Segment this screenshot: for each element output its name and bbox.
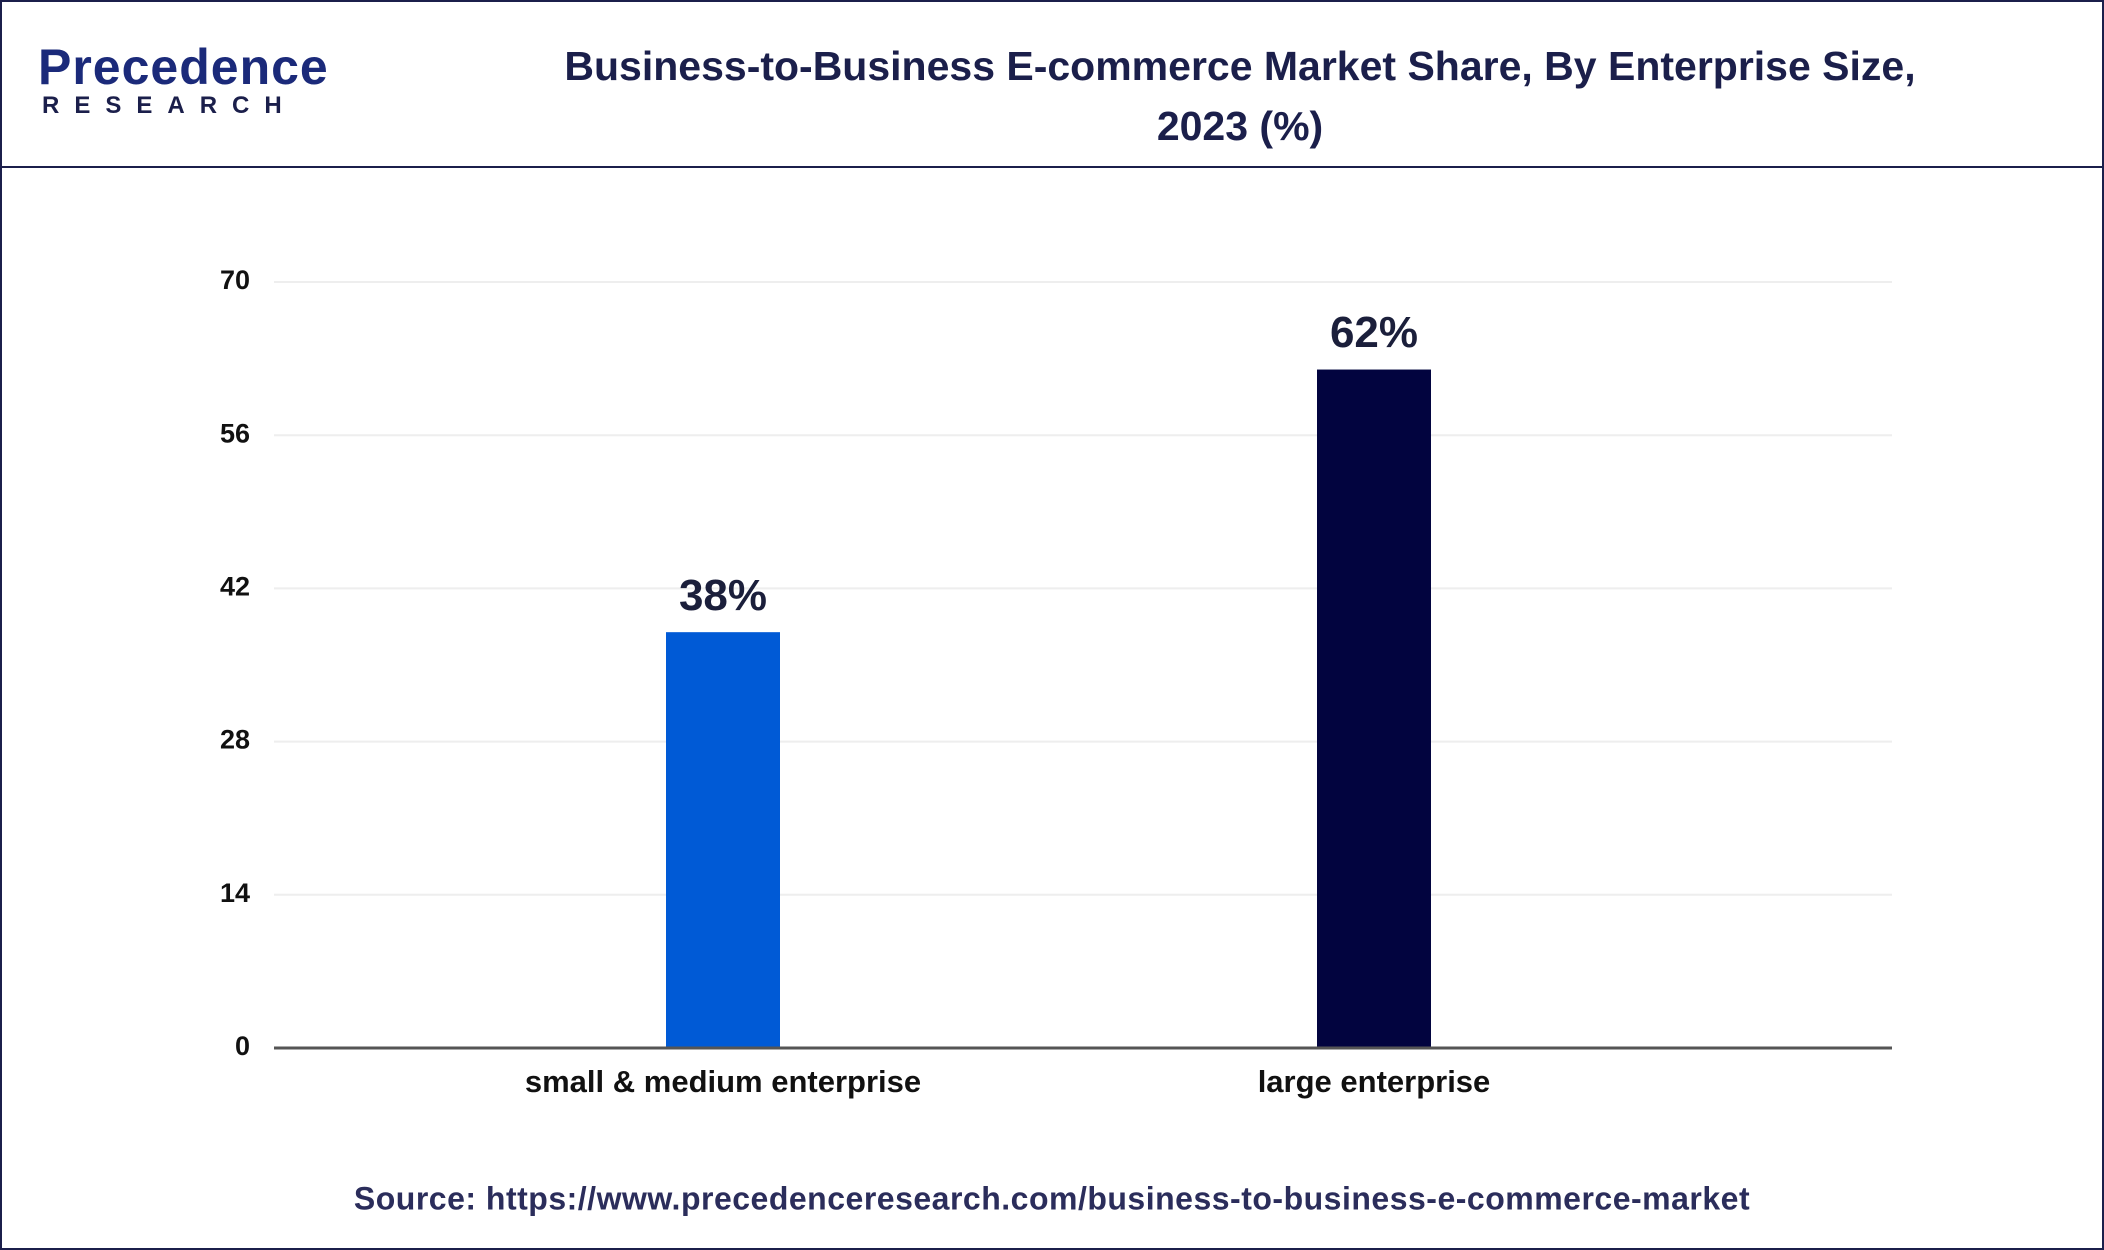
y-tick-label: 42 [220,572,250,602]
y-tick-label: 56 [220,418,250,448]
x-tick-label: small & medium enterprise [525,1064,921,1099]
chart-title: Business-to-Business E-commerce Market S… [564,43,1916,149]
logo-sub: RESEARCH [42,92,297,119]
y-tick-label: 0 [235,1031,250,1061]
bar [666,632,780,1047]
y-tick-label: 28 [220,725,250,755]
y-tick-label: 14 [220,878,250,908]
value-label: 38% [679,571,767,620]
logo-name: Precedence [38,39,329,95]
y-tick-label: 70 [220,265,250,295]
header-divider [0,166,2104,168]
bar [1317,369,1431,1047]
source: Source: https://www.precedenceresearch.c… [354,1180,1750,1216]
x-tick-label: large enterprise [1258,1064,1491,1099]
value-label: 62% [1330,308,1418,357]
